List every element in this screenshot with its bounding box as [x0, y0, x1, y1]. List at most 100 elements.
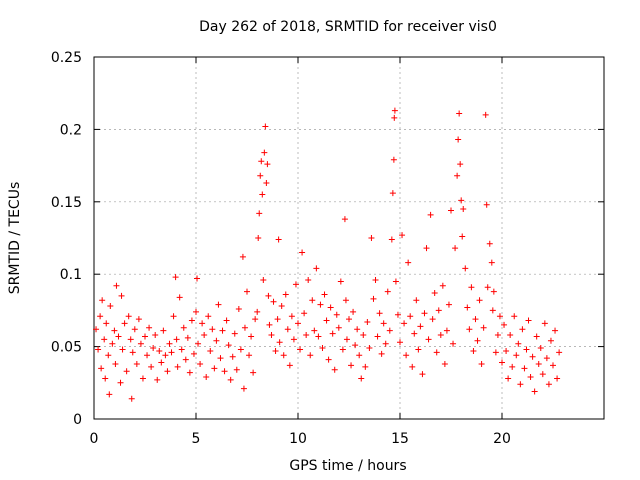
data-point	[386, 327, 393, 334]
data-point	[503, 347, 510, 354]
data-point	[235, 305, 242, 312]
data-point	[519, 326, 526, 333]
data-point	[125, 313, 132, 320]
data-point	[323, 317, 330, 324]
y-tick-label: 0.25	[51, 50, 82, 66]
data-point	[248, 333, 255, 340]
data-point	[327, 304, 334, 311]
chart-title: Day 262 of 2018, SRMTID for receiver vis…	[199, 19, 497, 35]
data-point	[390, 156, 397, 163]
data-point	[354, 326, 361, 333]
data-point	[339, 346, 346, 353]
data-point	[93, 326, 100, 333]
data-point	[539, 371, 546, 378]
data-point	[127, 336, 134, 343]
data-point	[439, 282, 446, 289]
data-point	[166, 340, 173, 347]
data-point	[270, 298, 277, 305]
data-point	[448, 207, 454, 214]
data-point	[333, 311, 340, 318]
data-point	[209, 326, 216, 333]
data-point	[547, 337, 554, 344]
data-point	[276, 339, 283, 346]
data-point	[368, 235, 375, 241]
data-point	[427, 211, 434, 218]
data-point	[521, 365, 528, 372]
data-point	[419, 371, 426, 378]
data-point	[233, 366, 240, 373]
data-point	[292, 281, 299, 288]
data-point	[433, 349, 440, 356]
data-point	[280, 352, 287, 359]
data-point	[158, 359, 165, 366]
data-point	[484, 284, 491, 291]
data-point	[184, 334, 191, 341]
data-point	[454, 172, 461, 179]
data-point	[335, 324, 342, 331]
data-point	[331, 366, 338, 373]
data-point	[201, 332, 208, 339]
y-tick-label: 0.05	[51, 340, 82, 356]
data-point	[541, 320, 548, 327]
data-point	[523, 346, 530, 353]
data-point	[409, 363, 416, 370]
data-point	[401, 320, 408, 327]
data-point	[545, 381, 552, 388]
data-point	[148, 363, 155, 370]
data-point	[376, 310, 383, 317]
data-point	[284, 326, 291, 333]
data-point	[259, 191, 266, 198]
data-point	[496, 313, 503, 320]
data-point	[372, 276, 379, 283]
data-point	[142, 333, 148, 340]
data-point	[507, 332, 514, 339]
data-point	[391, 107, 398, 114]
data-point	[425, 336, 432, 343]
data-point	[423, 245, 430, 252]
data-point	[525, 317, 532, 324]
data-point	[421, 310, 428, 317]
data-point	[194, 275, 201, 282]
data-point	[264, 161, 271, 168]
data-point	[456, 110, 463, 117]
data-point	[255, 235, 262, 241]
data-point	[118, 292, 125, 299]
data-point	[211, 365, 218, 372]
data-point	[263, 179, 270, 186]
data-point	[499, 359, 505, 366]
data-point	[329, 330, 336, 337]
data-point	[472, 316, 479, 323]
data-point	[290, 336, 297, 343]
data-point	[178, 346, 185, 353]
data-point	[415, 346, 422, 353]
data-point	[237, 346, 244, 353]
data-point	[278, 303, 285, 310]
data-point	[337, 278, 344, 285]
data-point	[297, 346, 304, 353]
data-point	[265, 292, 272, 299]
data-point	[319, 345, 326, 352]
data-point	[154, 376, 161, 383]
data-point	[225, 342, 232, 349]
data-point	[139, 375, 146, 382]
data-point	[343, 336, 350, 343]
data-point	[389, 190, 396, 197]
data-point	[435, 307, 442, 314]
data-point	[266, 321, 273, 328]
data-point	[470, 347, 477, 354]
data-point	[254, 308, 261, 315]
data-point	[378, 350, 385, 357]
data-point	[452, 245, 459, 252]
data-point	[156, 347, 163, 354]
data-point	[443, 327, 450, 334]
data-point	[101, 336, 108, 343]
data-point	[229, 353, 236, 360]
data-point	[437, 332, 444, 339]
x-tick-label: 15	[391, 431, 409, 447]
data-point	[382, 340, 389, 347]
data-point	[431, 290, 438, 297]
data-point	[315, 333, 322, 340]
data-point	[223, 317, 230, 324]
data-point	[173, 336, 180, 343]
data-point	[394, 311, 401, 318]
